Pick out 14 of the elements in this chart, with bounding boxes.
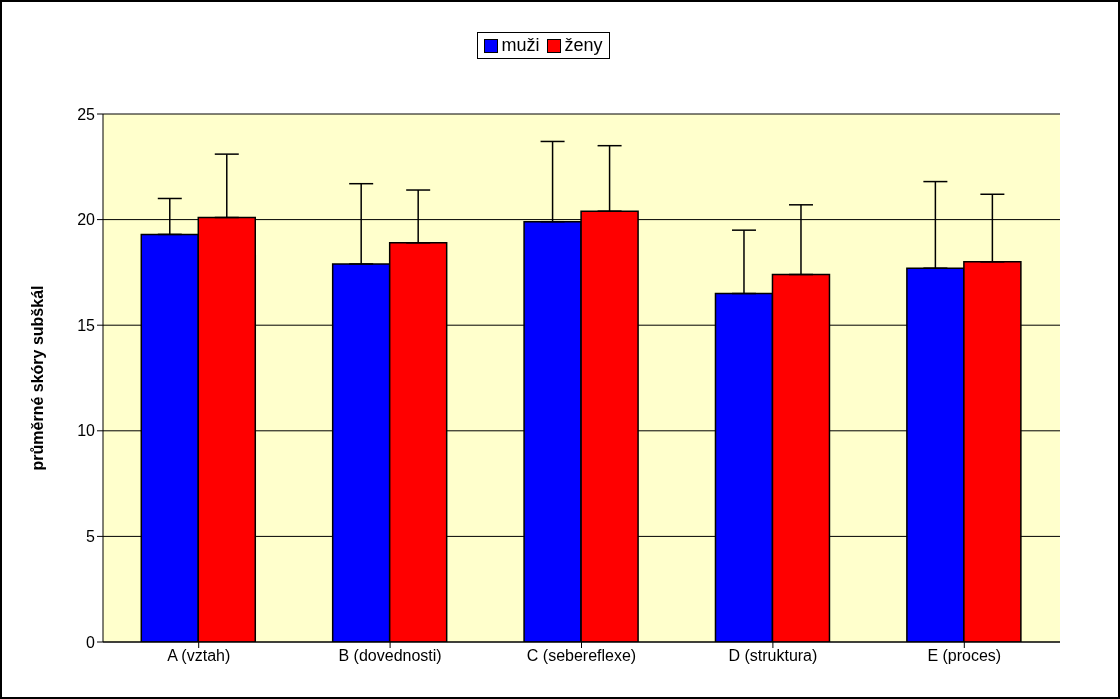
y-tick-label: 15 — [77, 316, 96, 334]
legend-label: ženy — [563, 35, 603, 56]
y-tick-label: 5 — [86, 528, 96, 546]
y-axis-title: průměrné skóry subškál — [28, 285, 46, 471]
x-tick-label: B (dovednosti) — [338, 647, 442, 665]
x-tick-label: D (struktura) — [728, 647, 818, 665]
y-tick-label: 0 — [86, 633, 96, 651]
y-tick-label: 10 — [77, 422, 96, 440]
y-tick-label: 20 — [77, 211, 96, 229]
x-tick-label: A (vztah) — [167, 647, 231, 665]
legend-label: muži — [500, 35, 540, 56]
x-tick-label: C (sebereflexe) — [526, 647, 637, 665]
x-tick-label: E (proces) — [927, 647, 1002, 665]
y-tick-label: 25 — [77, 105, 96, 123]
